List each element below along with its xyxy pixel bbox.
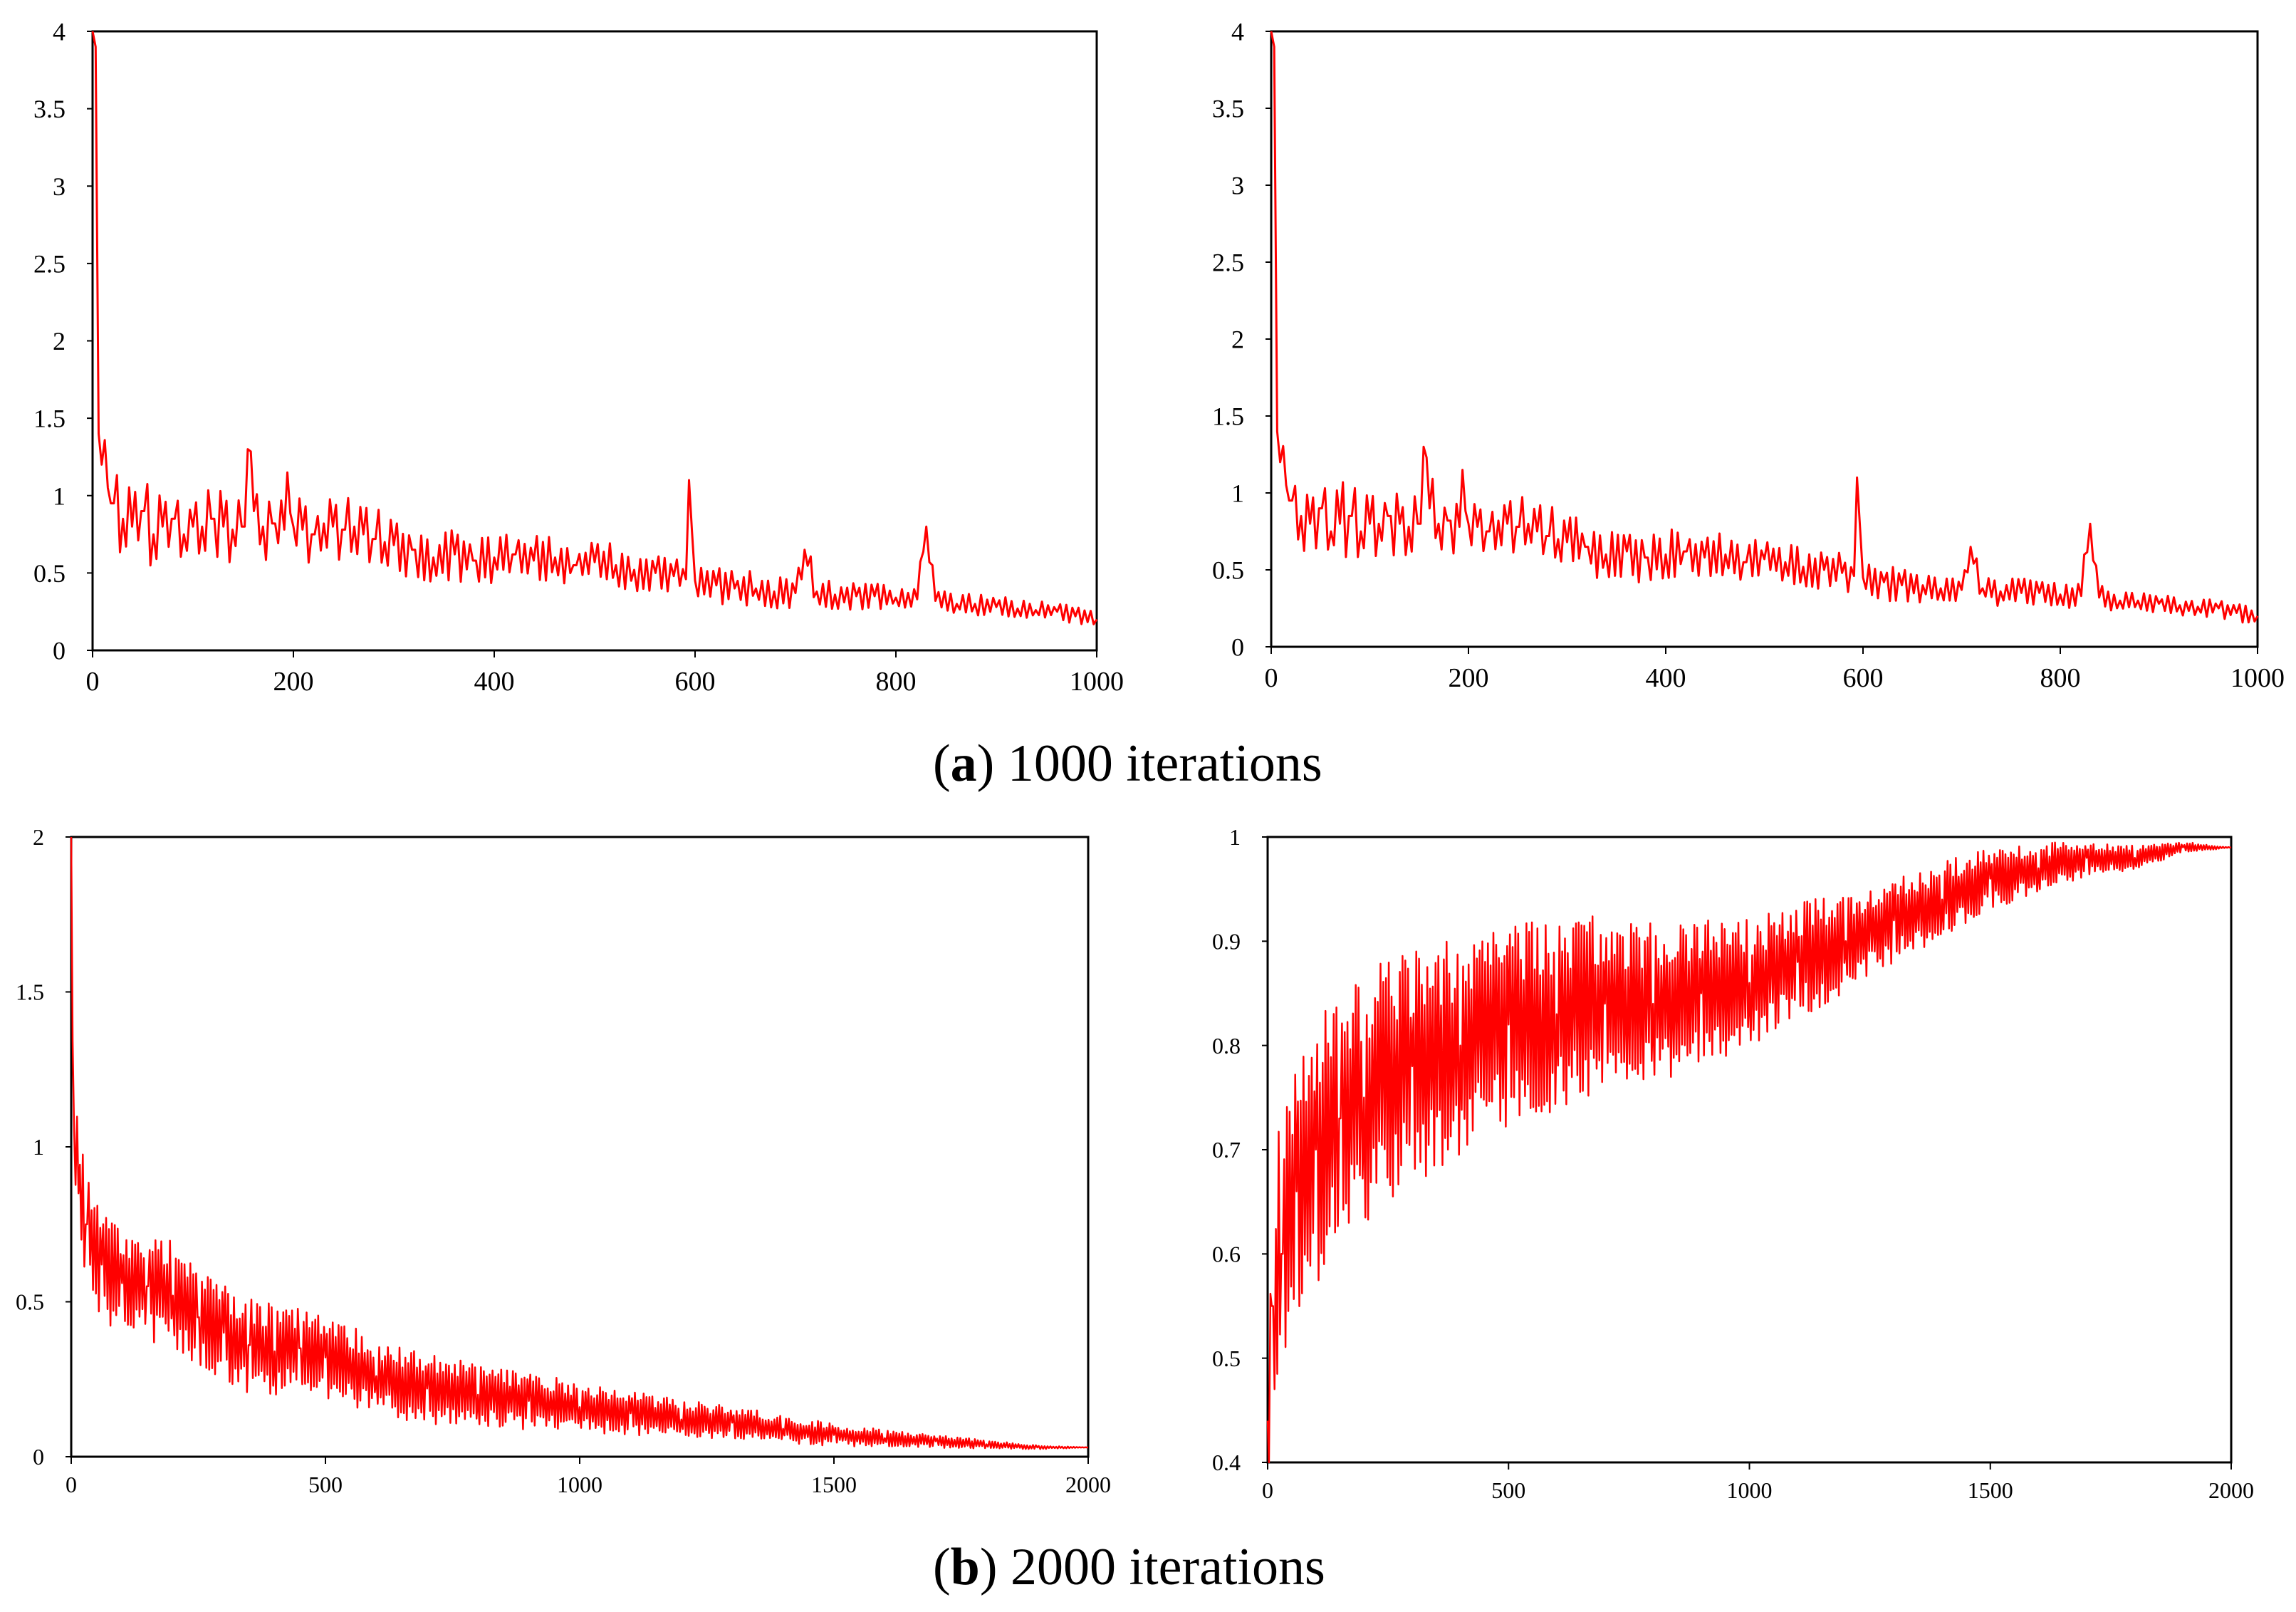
series-line [70, 836, 1088, 1450]
y-tick-label: 1.5 [33, 405, 66, 433]
x-tick-label: 1000 [557, 1472, 602, 1497]
caption-b-text: 2000 iterations [997, 1538, 1325, 1596]
y-tick-label: 1 [33, 1134, 44, 1160]
y-tick-label: 2.5 [1212, 249, 1244, 277]
y-tick-label: 1.5 [1212, 402, 1244, 431]
y-tick-label: 4 [53, 18, 66, 46]
x-tick-label: 0 [1262, 1477, 1273, 1503]
y-tick-label: 0 [33, 1444, 44, 1470]
y-tick-label: 2 [33, 824, 44, 850]
chart-panel-b-right: 0 500 1000 1500 2000 0.4 0.5 0.6 0.7 0.8 0.9 1 [1212, 824, 2254, 1503]
y-tick-label: 1 [53, 482, 66, 510]
x-tick-label: 800 [2040, 663, 2081, 693]
y-tick-label: 0.5 [33, 559, 66, 588]
chart-panel-a-left: 0 200 400 600 800 1000 0 0.5 1 1.5 2 2.5 3 3.5 4 [33, 18, 1124, 697]
x-tick-label: 200 [1449, 663, 1489, 693]
x-tick-label: 600 [675, 667, 716, 697]
caption-a-open: ( [933, 734, 951, 793]
caption-b-letter: b [950, 1538, 980, 1596]
y-tick-label: 3 [1231, 172, 1244, 200]
x-tick-label: 2000 [1065, 1472, 1111, 1497]
y-tick-label: 0.5 [1212, 556, 1244, 585]
series-line [91, 31, 1098, 625]
x-tick-label: 2000 [2208, 1477, 2254, 1503]
x-tick-label: 1500 [811, 1472, 857, 1497]
x-tick-label: 400 [474, 667, 515, 697]
series-line [1270, 31, 2259, 624]
y-tick-label: 0 [53, 637, 66, 665]
y-tick-label: 0.9 [1212, 929, 1241, 955]
x-tick-label: 0 [1265, 663, 1278, 693]
y-tick-label: 0.4 [1212, 1450, 1241, 1475]
y-tick-label: 0.8 [1212, 1033, 1241, 1059]
x-tick-label: 0 [86, 667, 100, 697]
caption-a-letter: a [950, 734, 977, 793]
x-tick-label: 1500 [1968, 1477, 2013, 1503]
x-tick-label: 500 [1491, 1477, 1525, 1503]
y-tick-label: 3 [53, 172, 66, 201]
caption-a-text: 1000 iterations [994, 734, 1322, 793]
caption-b-open: ( [933, 1538, 951, 1596]
x-tick-label: 1000 [1070, 667, 1124, 697]
y-tick-label: 3.5 [33, 95, 66, 123]
x-tick-label: 1000 [2230, 663, 2285, 693]
caption-b-close: ) [979, 1538, 998, 1596]
y-tick-label: 2.5 [33, 249, 66, 278]
chart-panel-a-right: 0 200 400 600 800 1000 0 0.5 1 1.5 2 2.5 3 3.5 4 [1212, 18, 2285, 693]
x-tick-label: 500 [308, 1472, 343, 1497]
y-tick-label: 0.7 [1212, 1137, 1241, 1163]
y-tick-label: 0 [1231, 633, 1244, 662]
y-tick-label: 2 [1231, 326, 1244, 354]
caption-b: (b) 2000 iterations [933, 1537, 1325, 1598]
y-tick-label: 2 [53, 327, 66, 355]
y-tick-label: 3.5 [1212, 95, 1244, 123]
series-line [1266, 841, 2232, 1464]
y-tick-label: 0.5 [1212, 1346, 1241, 1371]
y-tick-label: 1 [1231, 479, 1244, 508]
y-tick-label: 4 [1231, 18, 1244, 46]
y-tick-label: 1 [1229, 824, 1241, 850]
x-tick-label: 800 [876, 667, 917, 697]
x-tick-label: 600 [1843, 663, 1884, 693]
y-tick-label: 0.5 [16, 1289, 44, 1315]
x-tick-label: 0 [66, 1472, 77, 1497]
x-tick-label: 400 [1646, 663, 1686, 693]
caption-a: (a) 1000 iterations [933, 734, 1322, 794]
x-tick-label: 200 [273, 667, 314, 697]
caption-a-close: ) [976, 734, 995, 793]
x-tick-label: 1000 [1727, 1477, 1773, 1503]
chart-panel-b-left: 0 500 1000 1500 2000 0 0.5 1 1.5 2 [16, 824, 1111, 1497]
plot-frame [1266, 836, 2233, 1464]
y-tick-label: 1.5 [16, 979, 44, 1005]
y-tick-label: 0.6 [1212, 1242, 1241, 1267]
plot-frame [70, 836, 1090, 1458]
